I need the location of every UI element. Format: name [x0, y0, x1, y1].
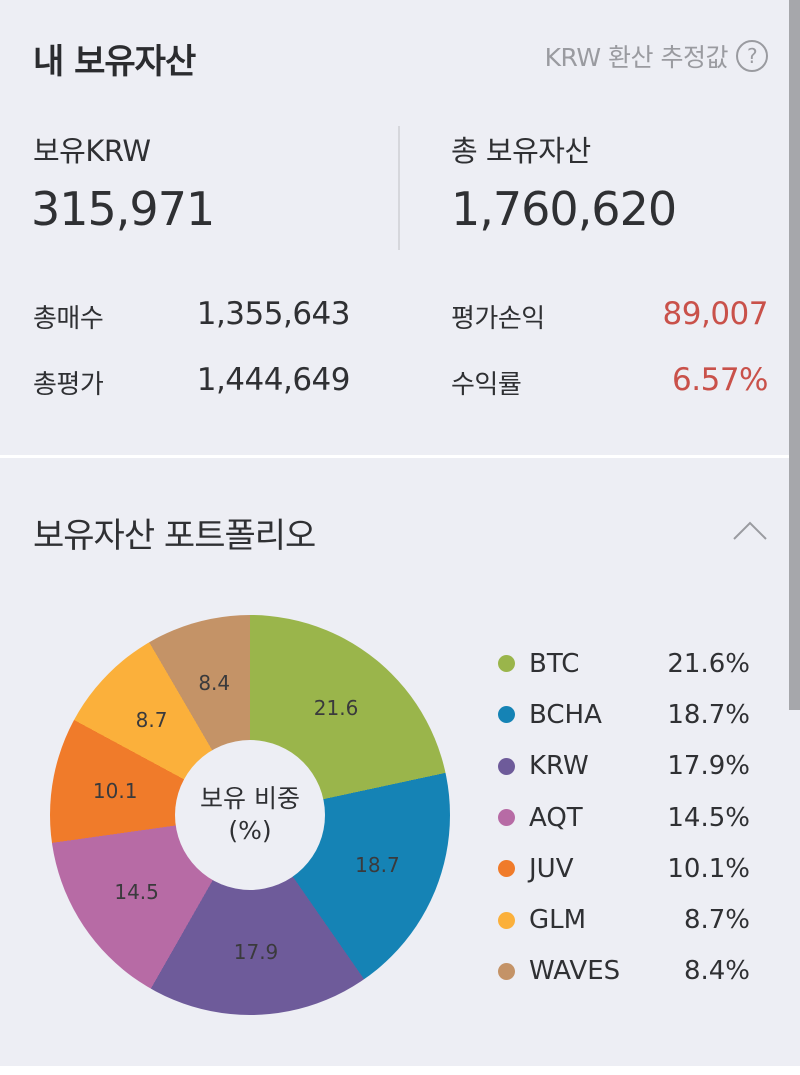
- portfolio-title: 보유자산 포트폴리오: [33, 516, 316, 556]
- page-title: 내 보유자산: [33, 42, 196, 82]
- slice-label-krw: 17.9: [233, 939, 279, 964]
- legend-name: AQT: [529, 802, 583, 833]
- total-assets-value: 1,760,620: [451, 182, 677, 236]
- slice-label-bcha: 18.7: [355, 853, 400, 878]
- legend-name: BTC: [529, 648, 580, 679]
- legend-name: BCHA: [529, 699, 602, 730]
- scrollbar-thumb[interactable]: [789, 0, 800, 710]
- total-eval-value: 1,444,649: [196, 362, 351, 398]
- krw-estimate-label: KRW 환산 추정값: [544, 43, 729, 72]
- legend-percent: 8.4%: [683, 956, 750, 987]
- legend-dot-icon: [498, 911, 515, 929]
- section-divider: [0, 455, 789, 458]
- legend-item-glm: GLM 8.7%: [498, 894, 750, 945]
- legend-name: KRW: [529, 751, 589, 782]
- legend-name: WAVES: [529, 956, 621, 987]
- legend-name: JUV: [529, 853, 574, 884]
- legend-dot-icon: [498, 809, 515, 827]
- slice-label-juv: 10.1: [92, 778, 138, 803]
- legend-dot-icon: [498, 962, 515, 980]
- bottom-edge: [0, 1066, 800, 1075]
- legend-item-waves: WAVES 8.4%: [498, 946, 750, 997]
- legend-percent: 10.1%: [667, 853, 750, 884]
- krw-balance-value: 315,971: [31, 182, 215, 236]
- return-rate-value: 6.57%: [672, 362, 768, 398]
- legend-dot-icon: [498, 757, 515, 775]
- pnl-value: 89,007: [662, 296, 769, 332]
- krw-estimate-note[interactable]: KRW 환산 추정값 ?: [545, 38, 768, 74]
- total-buy-label: 총매수: [33, 304, 104, 334]
- chevron-up-icon[interactable]: [732, 518, 768, 542]
- donut-center-unit: (%): [228, 816, 272, 845]
- total-eval-label: 총평가: [33, 370, 104, 400]
- slice-label-waves: 8.4: [198, 670, 231, 695]
- slice-label-btc: 21.6: [313, 696, 359, 721]
- total-assets-label: 총 보유자산: [451, 134, 591, 168]
- return-rate-label: 수익률: [451, 370, 522, 400]
- legend-item-aqt: AQT 14.5%: [498, 792, 750, 843]
- legend-name: GLM: [529, 905, 587, 936]
- donut-center-title: 보유 비중: [200, 783, 300, 813]
- legend-dot-icon: [498, 860, 515, 878]
- legend-dot-icon: [498, 655, 515, 673]
- pnl-label: 평가손익: [451, 304, 545, 334]
- legend-percent: 17.9%: [667, 751, 750, 782]
- vertical-divider: [398, 126, 400, 250]
- legend-percent: 8.7%: [683, 905, 750, 936]
- legend-percent: 14.5%: [667, 802, 750, 833]
- legend-item-btc: BTC 21.6%: [498, 638, 750, 689]
- donut-center: 보유 비중 (%): [175, 740, 325, 890]
- krw-balance-label: 보유KRW: [33, 134, 151, 168]
- slice-label-glm: 8.7: [135, 707, 168, 732]
- legend-item-bcha: BCHA 18.7%: [498, 689, 750, 740]
- legend-item-juv: JUV 10.1%: [498, 843, 750, 894]
- legend-dot-icon: [498, 706, 515, 724]
- legend-percent: 18.7%: [667, 699, 750, 730]
- slice-label-aqt: 14.5: [114, 879, 159, 904]
- chart-legend: BTC 21.6% BCHA 18.7% KRW 17.9% AQT 14.5% JUV 10.1…: [498, 638, 750, 997]
- legend-item-krw: KRW 17.9%: [498, 741, 750, 792]
- question-circle-icon[interactable]: ?: [736, 40, 768, 72]
- legend-percent: 21.6%: [667, 648, 750, 679]
- total-buy-value: 1,355,643: [196, 296, 351, 332]
